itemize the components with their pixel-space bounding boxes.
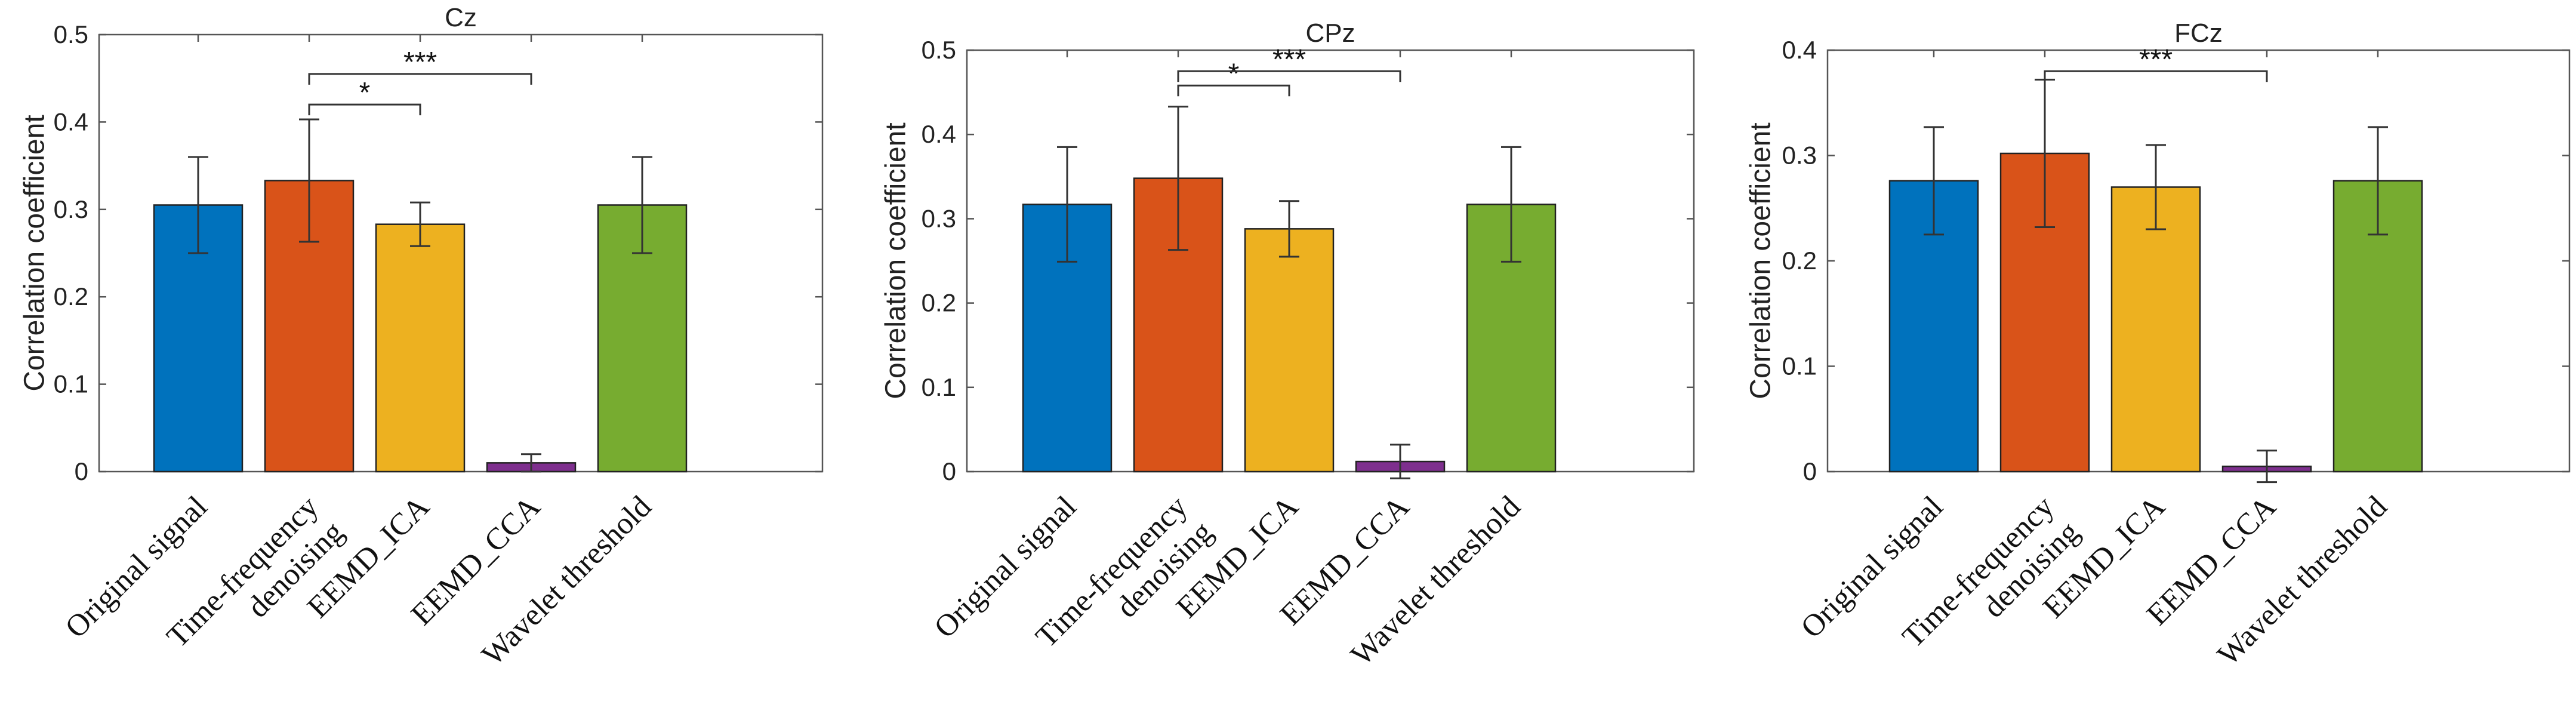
- error-bar-0: [1924, 126, 1944, 236]
- error-bar-0: [188, 156, 208, 254]
- error-bar-3: [521, 453, 541, 473]
- y-tick-label: 0.5: [54, 20, 88, 48]
- error-bar-3: [1390, 444, 1410, 479]
- y-tick-label: 0.2: [922, 289, 956, 317]
- y-tick-label: 0: [942, 457, 956, 485]
- y-tick-label: 0.5: [922, 36, 956, 64]
- y-tick-label: 0.4: [1782, 36, 1817, 64]
- y-tick-label: 0.1: [54, 370, 88, 398]
- chart-title: Cz: [445, 3, 477, 32]
- error-bar-3: [2257, 450, 2277, 484]
- y-tick-label: 0: [75, 457, 88, 485]
- significance-bracket-1: ***: [308, 47, 532, 85]
- bar-2: [375, 223, 466, 473]
- error-bar-1: [1168, 106, 1188, 251]
- y-tick-label: 0.3: [922, 204, 956, 232]
- significance-bracket-1: ***: [1177, 44, 1401, 82]
- chart-title: FCz: [2174, 19, 2223, 48]
- y-tick-label: 0: [1803, 457, 1817, 485]
- significance-bracket-0: ***: [2044, 44, 2268, 82]
- y-axis-label: Correlation coefficient: [19, 115, 51, 391]
- chart-panel-cpz: CPz Correlation coefficient 0 0.1 0.2 0.3 0.4 0…: [880, 19, 1695, 672]
- significance-label: *: [1228, 58, 1240, 90]
- significance-label: ***: [2139, 44, 2173, 75]
- y-axis-label: Correlation coefficient: [880, 122, 912, 399]
- y-tick-label: 0.1: [1782, 352, 1817, 380]
- significance-label: ***: [403, 47, 437, 78]
- significance-bracket-0: *: [308, 77, 421, 116]
- error-bar-2: [2146, 144, 2166, 230]
- bar-2: [1244, 228, 1335, 473]
- error-bar-4: [1501, 146, 1521, 263]
- y-tick-label: 0.2: [54, 282, 88, 310]
- error-bar-2: [410, 201, 430, 247]
- error-bar-4: [2368, 126, 2388, 236]
- bar-2: [2110, 186, 2201, 473]
- y-tick-label: 0.3: [54, 195, 88, 223]
- chart-title: CPz: [1305, 19, 1355, 48]
- y-tick-label: 0.4: [54, 107, 88, 136]
- y-axis-label: Correlation coefficient: [1745, 122, 1777, 399]
- significance-bracket-0: *: [1177, 58, 1290, 97]
- error-bar-0: [1057, 146, 1077, 263]
- error-bar-4: [632, 156, 652, 254]
- bar-1: [1999, 152, 2090, 473]
- error-bar-1: [299, 118, 319, 243]
- y-tick-label: 0.1: [922, 373, 956, 401]
- significance-label: ***: [1272, 44, 1306, 75]
- chart-panel-cz: Cz Correlation coefficient 0 0.1 0.2 0.3 0.4 0.…: [19, 3, 824, 672]
- y-tick-label: 0.4: [922, 120, 956, 148]
- error-bar-2: [1279, 200, 1299, 258]
- y-tick-label: 0.2: [1782, 247, 1817, 275]
- significance-label: *: [359, 77, 371, 109]
- y-tick-label: 0.3: [1782, 141, 1817, 170]
